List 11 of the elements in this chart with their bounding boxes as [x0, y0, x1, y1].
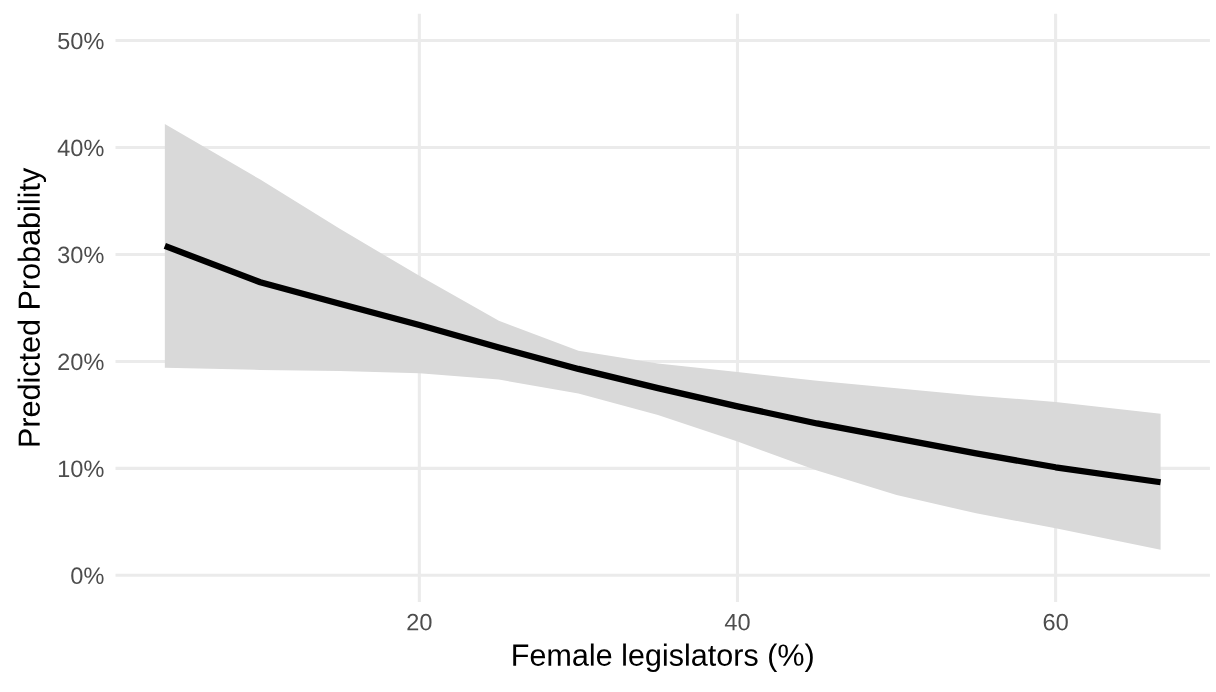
y-tick-label: 20%	[58, 353, 104, 371]
y-tick-label: 30%	[58, 246, 104, 264]
y-tick-label: 10%	[58, 460, 104, 478]
x-axis-title: Female legislators (%)	[513, 643, 813, 672]
y-tick-label: 50%	[58, 32, 104, 50]
x-tick-label: 20	[407, 613, 432, 631]
y-tick-label: 0%	[71, 567, 104, 585]
x-tick-label: 60	[1043, 613, 1068, 631]
y-axis-title: Predicted Probability	[17, 167, 47, 446]
y-tick-label: 40%	[57, 139, 104, 157]
x-tick-label: 40	[724, 613, 750, 631]
